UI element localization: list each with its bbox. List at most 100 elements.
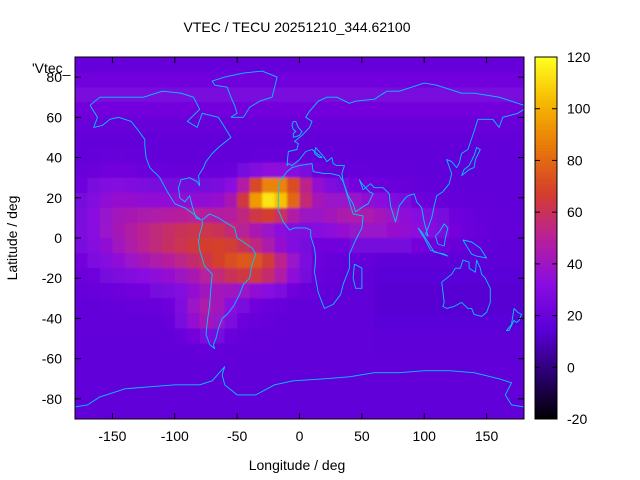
heatmap-cell	[75, 102, 89, 118]
heatmap-cell	[249, 207, 263, 224]
heatmap-cell	[424, 403, 438, 419]
heatmap-cell	[374, 298, 388, 315]
colorbar-step	[535, 385, 557, 390]
heatmap-cell	[174, 132, 188, 149]
heatmap-cell	[374, 388, 388, 405]
heatmap-cell	[262, 117, 276, 134]
heatmap-cell	[311, 283, 326, 299]
heatmap-cell	[162, 388, 176, 405]
heatmap-cell	[237, 268, 251, 284]
heatmap-cell	[411, 313, 425, 330]
heatmap-cell	[474, 207, 488, 224]
heatmap-cell	[499, 343, 513, 360]
heatmap-cell	[87, 207, 101, 224]
heatmap-cell	[499, 253, 513, 269]
colorbar-step	[535, 310, 557, 314]
heatmap-cell	[511, 358, 524, 375]
heatmap-cell	[112, 313, 126, 330]
colorbar-tick-label: 60	[567, 204, 583, 220]
heatmap-cell	[424, 283, 438, 299]
heatmap-cell	[137, 222, 151, 239]
heatmap-cell	[336, 162, 350, 179]
heatmap-cell	[474, 328, 488, 345]
heatmap-cell	[324, 207, 338, 224]
heatmap-cell	[424, 192, 438, 209]
heatmap-cell	[374, 117, 388, 134]
heatmap-cell	[112, 177, 126, 194]
heatmap-cell	[474, 192, 488, 209]
heatmap-cell	[386, 373, 400, 390]
colorbar-step	[535, 238, 557, 242]
heatmap-cell	[424, 343, 438, 360]
heatmap-cell	[461, 343, 475, 360]
heatmap-cell	[424, 177, 438, 194]
heatmap-cell	[162, 162, 176, 179]
heatmap-cell	[174, 268, 188, 284]
heatmap-cell	[224, 403, 238, 419]
colorbar-step	[535, 397, 557, 402]
heatmap-cell	[249, 298, 263, 315]
heatmap-cell	[449, 87, 463, 103]
heatmap-cell	[386, 358, 400, 375]
heatmap-cell	[361, 403, 375, 419]
colorbar-step	[535, 394, 557, 399]
heatmap-cell	[174, 298, 188, 315]
heatmap-cell	[224, 57, 238, 73]
heatmap-cell	[99, 207, 114, 224]
heatmap-cell	[449, 313, 463, 330]
heatmap-cell	[511, 117, 524, 134]
heatmap-cell	[274, 192, 288, 209]
heatmap-cell	[249, 238, 263, 254]
colorbar-step	[535, 93, 557, 97]
heatmap-cell	[99, 177, 114, 194]
heatmap-cell	[149, 132, 163, 149]
heatmap-cell	[349, 328, 363, 345]
heatmap-cell	[511, 328, 524, 345]
heatmap-cell	[461, 222, 475, 239]
heatmap-cell	[436, 328, 450, 345]
heatmap-cell	[436, 147, 450, 164]
heatmap-cell	[187, 102, 201, 118]
heatmap-cell	[361, 328, 375, 345]
heatmap-cell	[187, 57, 201, 73]
heatmap-cell	[424, 57, 438, 73]
heatmap-cell	[124, 268, 138, 284]
heatmap-cell	[112, 222, 126, 239]
colorbar-step	[535, 96, 557, 100]
heatmap-cell	[311, 102, 326, 118]
heatmap-cell	[374, 72, 388, 88]
heatmap-cell	[199, 192, 213, 209]
heatmap-cell	[99, 147, 114, 164]
heatmap-cell	[137, 253, 151, 269]
heatmap-cell	[311, 207, 326, 224]
heatmap-cell	[224, 298, 238, 315]
colorbar-step	[535, 81, 557, 85]
heatmap-cell	[87, 87, 101, 103]
heatmap-cell	[212, 72, 226, 88]
colorbar: -20 0 20 40 60 80 100 120	[534, 49, 591, 427]
heatmap-cell	[112, 57, 126, 73]
heatmap-cell	[374, 132, 388, 149]
heatmap-cell	[149, 238, 163, 254]
heatmap-cell	[461, 313, 475, 330]
heatmap-cell	[424, 373, 438, 390]
heatmap-cell	[299, 192, 313, 209]
heatmap-cell	[287, 117, 301, 134]
heatmap-cell	[399, 72, 413, 88]
heatmap-cell	[212, 132, 226, 149]
heatmap-cell	[87, 147, 101, 164]
heatmap-cell	[299, 132, 313, 149]
heatmap-cell	[287, 87, 301, 103]
colorbar-step	[535, 75, 557, 79]
heatmap-cell	[287, 238, 301, 254]
heatmap-cell	[224, 132, 238, 149]
heatmap-cell	[399, 222, 413, 239]
heatmap-cell	[87, 328, 101, 345]
heatmap-cell	[436, 192, 450, 209]
heatmap-cell	[75, 388, 89, 405]
heatmap-cell	[424, 358, 438, 375]
heatmap-cell	[162, 328, 176, 345]
heatmap-cell	[87, 102, 101, 118]
heatmap-cell	[399, 177, 413, 194]
heatmap-cell	[411, 283, 425, 299]
